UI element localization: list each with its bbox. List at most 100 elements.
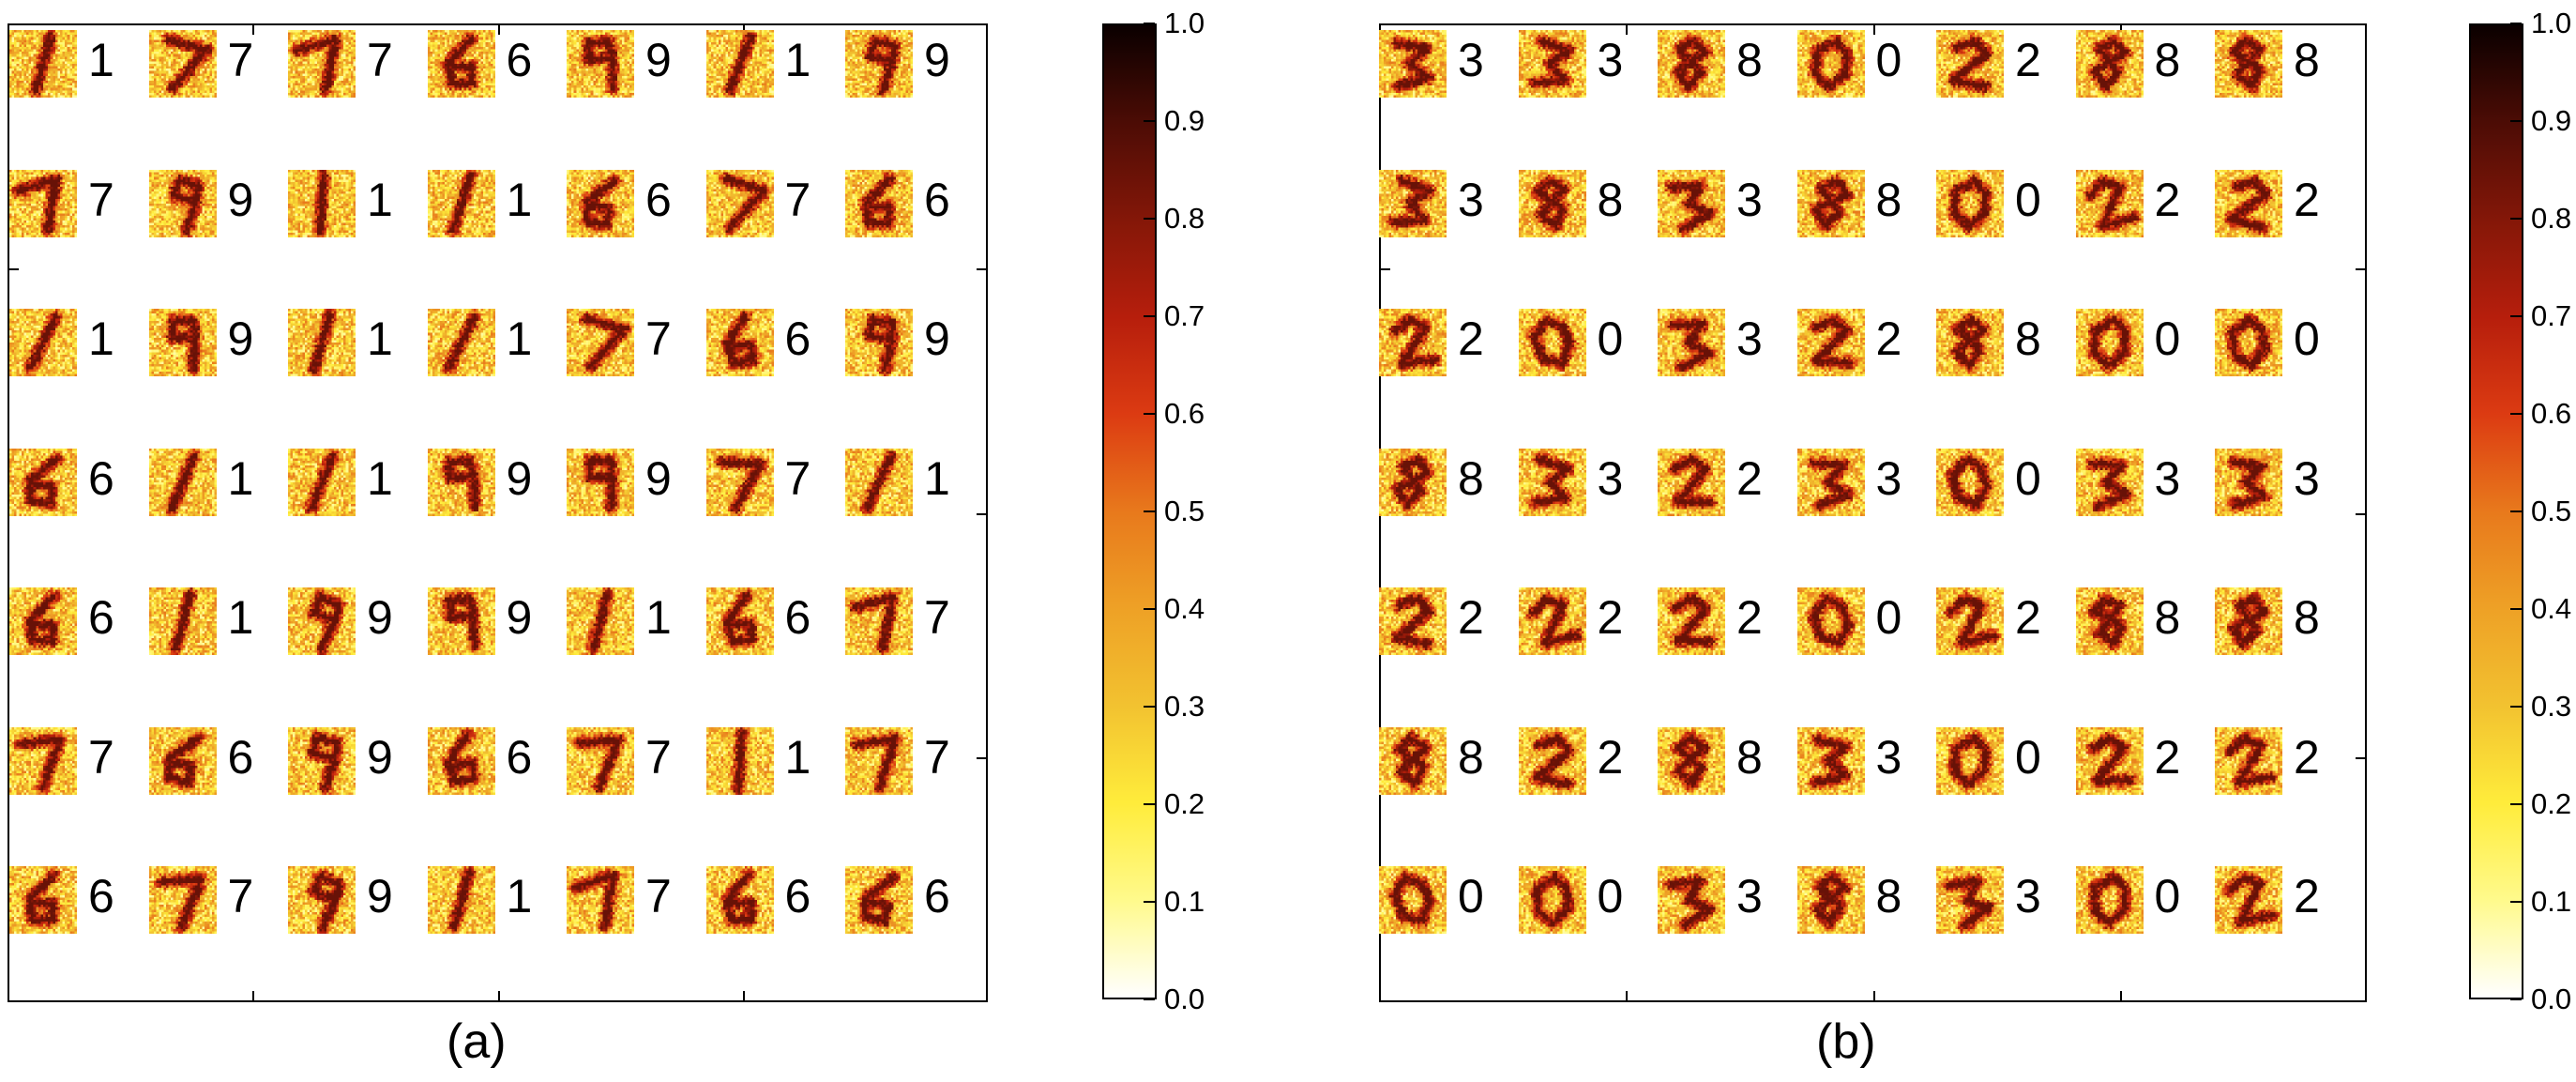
digit-thumbnail <box>705 169 774 237</box>
axis-tick-bottom <box>1626 991 1629 1000</box>
colorbar-tick <box>1144 120 1155 122</box>
digit-cell: 2 <box>2215 725 2351 800</box>
digit-cell: 8 <box>1379 725 1515 800</box>
digit-cell: 1 <box>9 28 145 103</box>
digit-cell: 0 <box>2215 307 2351 382</box>
digit-label: 8 <box>1458 451 1484 505</box>
digit-cell: 9 <box>567 447 703 522</box>
digit-thumbnail <box>1658 726 1725 795</box>
digit-cell: 9 <box>288 725 424 800</box>
digit-label: 6 <box>506 730 533 784</box>
digit-thumbnail <box>9 30 77 98</box>
digit-thumbnail <box>2215 169 2282 237</box>
digit-label: 7 <box>924 591 950 644</box>
digit-thumbnail <box>9 726 77 795</box>
digit-thumbnail <box>288 587 356 655</box>
digit-label: 6 <box>784 591 811 644</box>
digit-thumbnail <box>705 866 774 934</box>
digit-cell: 6 <box>148 725 285 800</box>
digit-thumbnail <box>705 30 774 98</box>
digit-cell: 9 <box>567 28 703 103</box>
colorbar-tick-label: 0.7 <box>2531 299 2572 332</box>
digit-thumbnail <box>9 309 77 376</box>
digit-cell: 0 <box>1518 864 1655 939</box>
axis-tick-right <box>977 512 986 515</box>
colorbar-tick <box>2510 218 2522 220</box>
digit-label: 1 <box>88 312 114 365</box>
digit-label: 2 <box>2015 591 2041 644</box>
digit-label: 9 <box>227 312 254 365</box>
digit-thumbnail <box>148 587 217 655</box>
colorbar-tick-label: 0.0 <box>2531 983 2572 1015</box>
colorbar-tick-label: 0.1 <box>1164 885 1205 918</box>
digit-cell: 2 <box>1796 307 1933 382</box>
colorbar-tick-label: 0.5 <box>1164 495 1205 527</box>
axis-tick-bottom <box>742 991 745 1000</box>
digit-thumbnail <box>148 169 217 237</box>
digit-cell: 9 <box>148 307 285 382</box>
digit-label: 0 <box>2154 312 2181 365</box>
digit-thumbnail <box>1379 309 1447 376</box>
digit-label: 0 <box>1597 870 1624 922</box>
digit-thumbnail <box>1936 866 2004 934</box>
digit-cell: 9 <box>288 864 424 939</box>
digit-label: 1 <box>924 451 950 505</box>
digit-label: 0 <box>2294 312 2320 365</box>
digit-thumbnail <box>148 726 217 795</box>
digit-label: 1 <box>367 451 393 505</box>
digit-label: 6 <box>924 173 950 226</box>
colorbar-tick-label: 0.7 <box>1164 299 1205 332</box>
digit-cell: 2 <box>1518 725 1655 800</box>
digit-cell: 2 <box>2215 864 2351 939</box>
digit-thumbnail <box>2075 30 2144 98</box>
digit-cell: 1 <box>288 168 424 243</box>
digit-cell: 8 <box>2075 28 2212 103</box>
digit-cell: 0 <box>2075 864 2212 939</box>
digit-label: 7 <box>645 730 672 784</box>
digit-thumbnail <box>427 448 495 516</box>
axis-tick-bottom <box>1872 991 1875 1000</box>
colorbar-tick-label: 0.8 <box>2531 202 2572 235</box>
digit-cell: 0 <box>1936 725 2072 800</box>
digit-label: 1 <box>784 730 811 784</box>
digit-label: 9 <box>924 34 950 86</box>
digit-label: 8 <box>2154 34 2181 86</box>
axis-tick-right <box>2356 512 2365 515</box>
digit-thumbnail <box>2075 169 2144 237</box>
digit-label: 0 <box>1875 34 1902 86</box>
digit-cell: 6 <box>705 586 842 661</box>
colorbar-tick <box>2510 315 2522 317</box>
digit-thumbnail <box>9 866 77 934</box>
digit-cell: 7 <box>148 864 285 939</box>
digit-thumbnail <box>148 866 217 934</box>
digit-label: 2 <box>1597 730 1624 784</box>
digit-label: 2 <box>2294 173 2320 226</box>
axis-tick-right <box>977 267 986 270</box>
digit-label: 1 <box>506 870 533 922</box>
colorbar-tick-label: 0.1 <box>2531 885 2572 918</box>
digit-label: 6 <box>88 870 114 922</box>
digit-cell: 2 <box>2075 725 2212 800</box>
digit-thumbnail <box>2075 587 2144 655</box>
digit-label: 3 <box>2294 451 2320 505</box>
digit-cell: 2 <box>1518 586 1655 661</box>
digit-cell: 0 <box>2075 307 2212 382</box>
digit-cell: 6 <box>845 168 981 243</box>
digit-label: 7 <box>367 34 393 86</box>
axis-tick-right <box>977 757 986 760</box>
colorbar-tick <box>2510 23 2522 24</box>
digit-thumbnail <box>705 309 774 376</box>
digit-thumbnail <box>2075 726 2144 795</box>
digit-thumbnail <box>148 448 217 516</box>
digit-label: 8 <box>1875 173 1902 226</box>
digit-label: 3 <box>1736 312 1763 365</box>
digit-thumbnail <box>1658 30 1725 98</box>
digit-thumbnail <box>1658 448 1725 516</box>
digit-thumbnail <box>705 448 774 516</box>
digit-label: 9 <box>506 451 533 505</box>
colorbar-tick <box>2510 901 2522 903</box>
digit-label: 2 <box>1458 312 1484 365</box>
digit-thumbnail <box>1796 30 1865 98</box>
digit-label: 3 <box>1736 870 1763 922</box>
digit-label: 1 <box>227 451 254 505</box>
